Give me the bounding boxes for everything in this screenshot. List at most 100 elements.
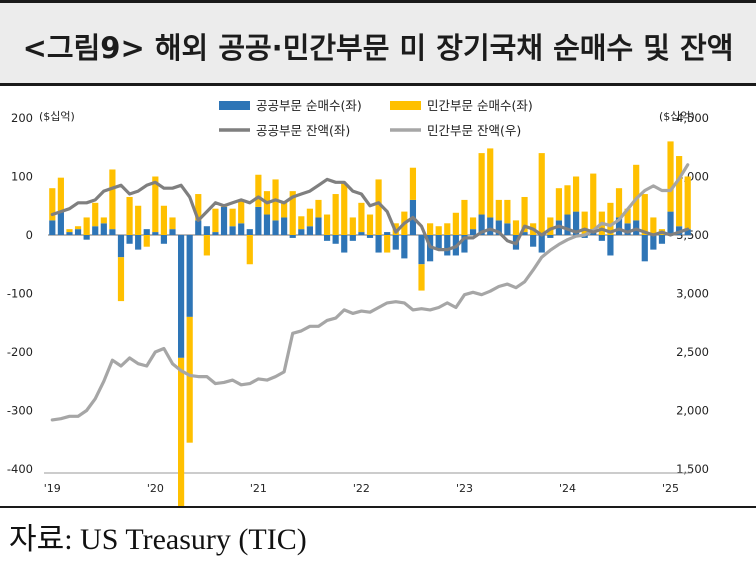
private-net-purchase-bar — [547, 217, 554, 235]
public-net-purchase-bar — [667, 211, 674, 235]
public-net-purchase-bar — [238, 223, 245, 235]
private-net-purchase-bar — [83, 217, 90, 235]
private-net-purchase-bar — [427, 223, 434, 235]
public-net-purchase-bar — [341, 235, 348, 253]
private-net-purchase-bar — [418, 264, 425, 291]
private-net-purchase-bar — [512, 220, 520, 235]
legend-label-public-line: 공공부문 잔액(좌) — [256, 123, 350, 138]
public-net-purchase-bar — [478, 214, 485, 235]
public-net-purchase-bar — [117, 235, 125, 258]
private-net-purchase-bar — [341, 183, 348, 235]
public-net-purchase-bar — [178, 235, 185, 358]
public-net-purchase-bar — [289, 235, 296, 238]
public-net-purchase-bar — [332, 235, 339, 244]
public-net-purchase-bar — [658, 235, 666, 244]
x-tick-label: '21 — [250, 482, 267, 495]
public-net-purchase-bar — [255, 206, 262, 235]
private-net-purchase-bar — [92, 202, 99, 227]
public-net-purchase-bar — [375, 235, 382, 253]
public-net-purchase-bar — [504, 223, 511, 235]
private-net-purchase-bar — [195, 194, 202, 221]
private-net-purchase-bar — [49, 188, 56, 221]
private-net-purchase-bar — [607, 202, 614, 235]
chart-svg: 공공부문 순매수(좌) 민간부문 순매수(좌) 공공부문 잔액(좌) 민간부문 … — [7, 98, 709, 572]
public-net-purchase-bar — [66, 232, 73, 235]
private-holdings-line — [50, 163, 690, 422]
private-net-purchase-bar — [684, 176, 691, 230]
public-net-purchase-bar — [392, 235, 399, 250]
left-axis-unit: ($십억) — [39, 110, 75, 123]
public-net-purchase-bar — [530, 235, 537, 247]
lines — [50, 163, 690, 422]
public-net-purchase-bar — [547, 235, 554, 238]
private-net-purchase-bar — [495, 199, 502, 221]
public-net-purchase-bar — [564, 214, 571, 235]
public-net-purchase-bar — [650, 235, 657, 250]
private-net-purchase-bar — [667, 141, 674, 212]
public-net-purchase-bar — [461, 235, 468, 253]
chart-area: 공공부문 순매수(좌) 민간부문 순매수(좌) 공공부문 잔액(좌) 민간부문 … — [0, 86, 756, 572]
public-net-purchase-bar — [169, 229, 176, 235]
public-net-purchase-bar — [401, 235, 408, 259]
public-net-purchase-bar — [57, 211, 64, 235]
private-net-purchase-bar — [203, 235, 210, 256]
private-net-purchase-bar — [444, 223, 451, 235]
public-net-purchase-bar — [306, 226, 313, 235]
private-net-purchase-bar — [572, 176, 580, 212]
private-net-purchase-bar — [487, 148, 494, 218]
private-net-purchase-bar — [478, 153, 485, 215]
public-net-purchase-bar — [143, 229, 150, 235]
bars — [49, 141, 691, 572]
private-net-purchase-bar — [281, 201, 288, 218]
private-net-purchase-bar — [461, 199, 468, 235]
public-net-purchase-bar — [281, 217, 288, 235]
public-holdings-line — [50, 177, 690, 252]
public-net-purchase-bar — [135, 235, 142, 250]
public-net-purchase-bar — [74, 229, 82, 235]
private-net-purchase-bar — [160, 205, 168, 235]
public-net-purchase-bar — [607, 235, 614, 256]
legend-label-private-line: 민간부문 잔액(우) — [427, 123, 521, 138]
private-net-purchase-bar — [135, 205, 142, 235]
public-net-purchase-bar — [195, 220, 202, 235]
private-net-purchase-bar — [624, 208, 631, 224]
private-net-purchase-bar — [332, 194, 339, 235]
public-net-purchase-bar — [49, 220, 56, 235]
private-net-purchase-bar — [229, 208, 236, 227]
public-net-purchase-bar — [366, 235, 374, 238]
public-net-purchase-bar — [598, 235, 605, 241]
private-net-purchase-bar — [315, 199, 322, 218]
public-net-purchase-bar — [384, 232, 391, 235]
source-note: 자료: US Treasury (TIC) — [9, 523, 307, 556]
private-net-purchase-bar — [100, 217, 107, 224]
public-net-purchase-bar — [521, 232, 528, 235]
left-tick-label: -200 — [7, 345, 33, 359]
public-net-purchase-bar — [212, 232, 219, 235]
private-net-purchase-bar — [590, 173, 597, 230]
public-net-purchase-bar — [495, 220, 502, 235]
private-net-purchase-bar — [152, 176, 159, 233]
private-net-purchase-bar — [650, 217, 657, 235]
x-tick-label: '20 — [147, 482, 164, 495]
public-net-purchase-bar — [615, 217, 623, 235]
public-net-purchase-bar — [109, 229, 116, 235]
public-net-purchase-bar — [126, 235, 133, 244]
public-net-purchase-bar — [272, 220, 279, 235]
private-net-purchase-bar — [469, 217, 477, 230]
left-tick-label: 200 — [11, 111, 33, 125]
x-tick-label: '24 — [559, 482, 576, 495]
right-tick-label: 2,000 — [676, 404, 709, 418]
private-net-purchase-bar — [186, 316, 193, 443]
right-axis-unit: ($십억) — [659, 110, 695, 123]
right-tick-label: 1,500 — [676, 462, 709, 476]
private-net-purchase-bar — [615, 188, 623, 218]
private-net-purchase-bar — [109, 169, 116, 230]
private-net-purchase-bar — [564, 185, 571, 215]
legend-swatch-private-bar — [390, 101, 421, 110]
public-net-purchase-bar — [469, 229, 477, 235]
private-net-purchase-bar — [358, 202, 365, 233]
left-tick-label: -400 — [7, 462, 33, 476]
public-net-purchase-bar — [160, 235, 168, 244]
x-tick-label: '19 — [44, 482, 61, 495]
